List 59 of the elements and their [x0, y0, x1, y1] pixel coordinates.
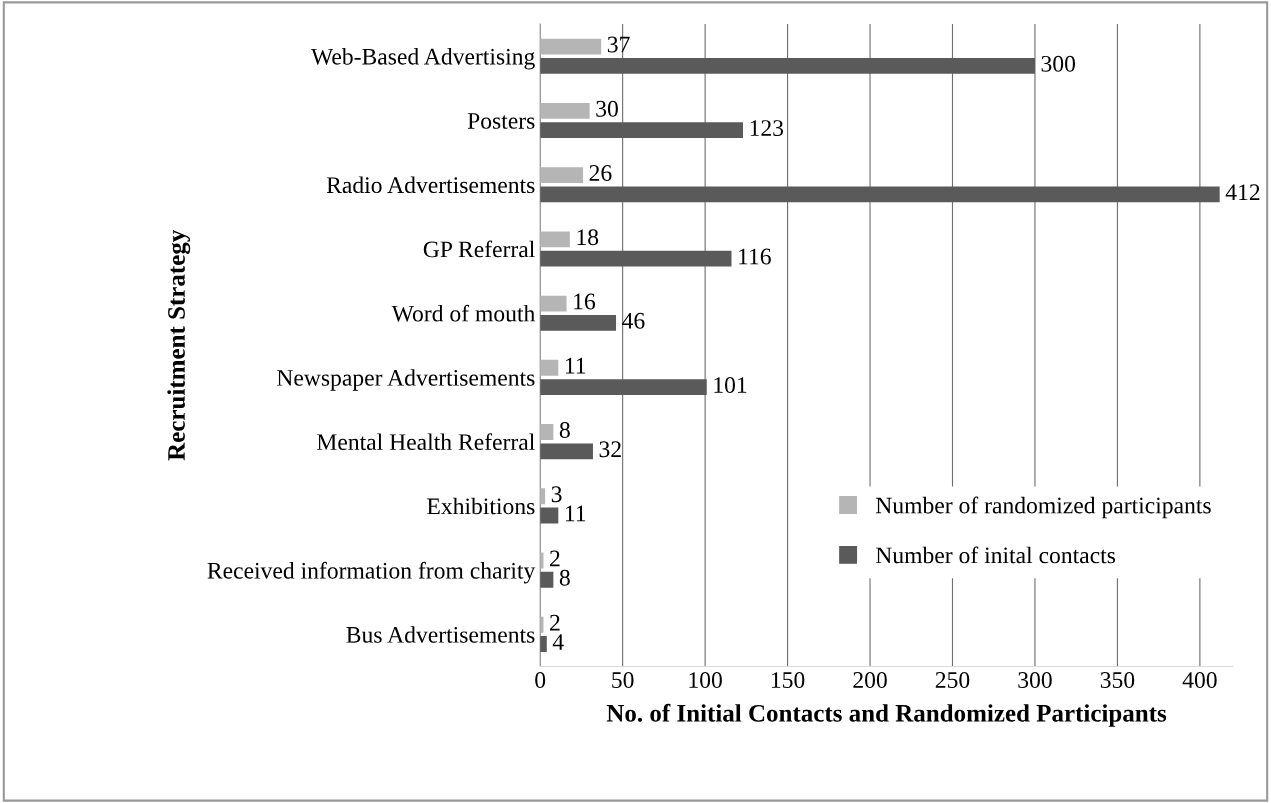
- data-label: 11: [565, 505, 586, 522]
- legend-label: Number of inital contacts: [875, 546, 1116, 564]
- bar: [540, 102, 590, 119]
- bar: [540, 379, 707, 395]
- y-tick-label: Received information from charity: [207, 561, 536, 584]
- bar: [540, 359, 559, 376]
- bar: [540, 295, 567, 312]
- bar: [540, 122, 744, 138]
- data-label: 116: [739, 248, 771, 265]
- x-tick-label: 250: [935, 672, 970, 688]
- y-tick-label: Web-Based Advertising: [310, 48, 535, 70]
- x-tick-label: 200: [853, 672, 887, 688]
- y-tick-label: Newspaper Advertisements: [276, 369, 535, 391]
- y-tick-label: Word of mouth: [391, 304, 536, 322]
- x-tick-label: 0: [535, 672, 546, 688]
- y-tick-label: Exhibitions: [427, 497, 535, 515]
- y-axis-title: Recruitment Strategy: [167, 229, 191, 461]
- bar: [540, 443, 593, 460]
- data-label: 2: [550, 550, 560, 567]
- y-tick-label: GP Referral: [423, 240, 535, 258]
- bar: [540, 38, 602, 55]
- legend-label: Number of randomized participants: [875, 496, 1211, 519]
- data-label: 32: [599, 441, 621, 458]
- data-label: 18: [577, 229, 599, 246]
- y-tick-label: Posters: [467, 113, 535, 129]
- data-label: 123: [750, 120, 784, 136]
- data-label: 300: [1041, 55, 1076, 72]
- data-label: 26: [589, 165, 612, 181]
- bar: [540, 250, 732, 267]
- data-label: 8: [559, 421, 570, 438]
- data-label: 46: [622, 312, 645, 329]
- y-tick-label: Radio Advertisements: [326, 176, 535, 194]
- data-label: 2: [550, 614, 560, 631]
- x-axis-title: No. of Initial Contacts and Randomized Participants: [606, 703, 1167, 727]
- data-label: 3: [551, 486, 562, 503]
- x-tick-label: 150: [771, 672, 805, 688]
- data-label: 11: [565, 357, 586, 374]
- bar: [540, 571, 554, 588]
- bar: [540, 57, 1035, 74]
- data-label: 4: [552, 634, 564, 650]
- bar: [540, 636, 547, 652]
- bar: [540, 186, 1220, 203]
- data-label: 16: [574, 293, 596, 310]
- x-tick-label: 100: [689, 672, 722, 688]
- data-label: 30: [596, 100, 618, 117]
- y-tick-label: Bus Advertisements: [346, 626, 535, 643]
- data-label: 37: [607, 36, 630, 53]
- data-label: 101: [714, 377, 747, 393]
- bar: [540, 167, 584, 183]
- bar: [540, 424, 554, 440]
- x-tick-label: 350: [1100, 672, 1135, 688]
- data-label: 8: [559, 569, 570, 586]
- x-tick-label: 300: [1018, 672, 1052, 688]
- x-tick-label: 400: [1182, 672, 1217, 688]
- bar: [540, 231, 570, 248]
- x-tick-label: 50: [612, 672, 634, 688]
- bar: [540, 314, 617, 331]
- y-tick-label: Mental Health Referral: [317, 433, 535, 451]
- data-label: 412: [1225, 184, 1260, 200]
